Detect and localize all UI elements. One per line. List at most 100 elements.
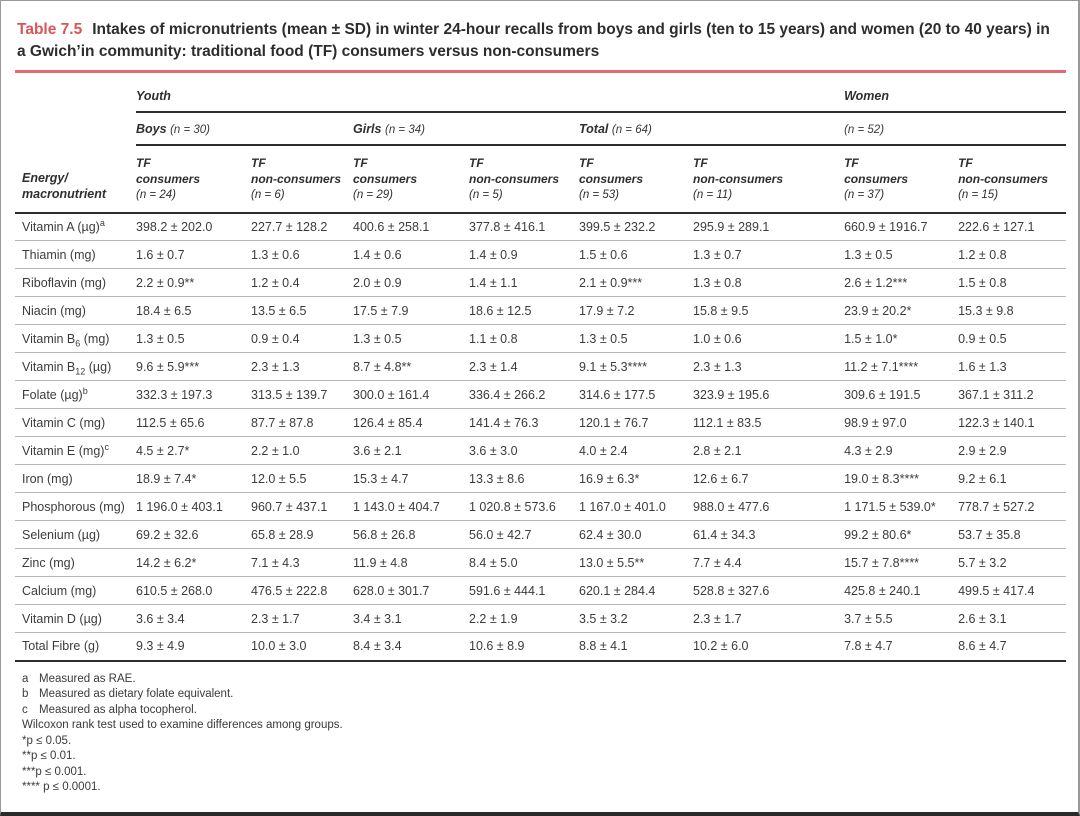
value-cell: 227.7 ± 128.2 <box>251 212 353 241</box>
footnote-marker: b <box>22 688 29 701</box>
footnote-line: Wilcoxon rank test used to examine diffe… <box>22 718 1064 734</box>
value-cell: 15.7 ± 7.8**** <box>844 548 959 577</box>
value-cell: 1.0 ± 0.6 <box>693 324 845 353</box>
value-cell: 65.8 ± 28.9 <box>251 520 353 549</box>
value-cell: 1.1 ± 0.8 <box>469 324 579 353</box>
value-cell: 10.6 ± 8.9 <box>469 632 579 662</box>
row-label: Vitamin D (µg) <box>15 604 136 633</box>
value-cell: 15.3 ± 9.8 <box>958 296 1067 325</box>
group-header-women: Women <box>844 85 1067 114</box>
value-cell: 15.3 ± 4.7 <box>353 464 469 493</box>
value-cell: 1.5 ± 0.8 <box>958 268 1067 297</box>
value-cell: 400.6 ± 258.1 <box>353 212 469 241</box>
group-n: (n = 34) <box>384 124 425 137</box>
value-cell: 2.3 ± 1.7 <box>693 604 845 633</box>
value-cell: 9.2 ± 6.1 <box>958 464 1067 493</box>
group-header-total: Total (n = 64) <box>579 112 845 147</box>
group-header-youth: Youth <box>136 85 845 114</box>
value-cell: 18.9 ± 7.4* <box>136 464 251 493</box>
value-cell: 8.8 ± 4.1 <box>579 632 693 662</box>
value-cell: 399.5 ± 232.2 <box>579 212 693 241</box>
value-cell: 53.7 ± 35.8 <box>958 520 1067 549</box>
value-cell: 4.0 ± 2.4 <box>579 436 693 465</box>
row-label: Riboflavin (mg) <box>15 268 136 297</box>
value-cell: 9.3 ± 4.9 <box>136 632 251 662</box>
value-cell: 336.4 ± 266.2 <box>469 380 579 409</box>
table-row: Niacin (mg) 18.4 ± 6.5 13.5 ± 6.5 17.5 ± 7.… <box>15 296 1067 325</box>
value-cell: 300.0 ± 161.4 <box>353 380 469 409</box>
value-cell: 12.0 ± 5.5 <box>251 464 353 493</box>
value-cell: 1 196.0 ± 403.1 <box>136 492 251 521</box>
footnote-line: **** p ≤ 0.0001. <box>22 780 1064 796</box>
value-cell: 960.7 ± 437.1 <box>251 492 353 521</box>
value-cell: 988.0 ± 477.6 <box>693 492 845 521</box>
corner-label-line1: Energy/ <box>22 171 68 185</box>
value-cell: 3.4 ± 3.1 <box>353 604 469 633</box>
value-cell: 1.3 ± 0.7 <box>693 240 845 269</box>
table-row: Iron (mg) 18.9 ± 7.4* 12.0 ± 5.5 15.3 ± 4.7… <box>15 464 1067 493</box>
value-cell: 332.3 ± 197.3 <box>136 380 251 409</box>
row-label: Thiamin (mg) <box>15 240 136 269</box>
value-cell: 1.4 ± 0.6 <box>353 240 469 269</box>
value-cell: 1.6 ± 1.3 <box>958 352 1067 381</box>
column-header: TF non-consumers (n = 15) <box>958 145 1067 214</box>
table-row: Zinc (mg) 14.2 ± 6.2* 7.1 ± 4.3 11.9 ± 4.8 8… <box>15 548 1067 577</box>
value-cell: 87.7 ± 87.8 <box>251 408 353 437</box>
value-cell: 1 143.0 ± 404.7 <box>353 492 469 521</box>
table-row: Phosphorous (mg) 1 196.0 ± 403.1 960.7 ± 4… <box>15 492 1067 521</box>
value-cell: 1.3 ± 0.8 <box>693 268 845 297</box>
value-cell: 2.3 ± 1.3 <box>251 352 353 381</box>
value-cell: 0.9 ± 0.5 <box>958 324 1067 353</box>
table-row: Vitamin B6 (mg) 1.3 ± 0.5 0.9 ± 0.4 1.3 ± 0… <box>15 324 1067 353</box>
value-cell: 2.6 ± 1.2*** <box>844 268 959 297</box>
footnote-text: Measured as dietary folate equivalent. <box>39 688 234 701</box>
value-cell: 1.4 ± 1.1 <box>469 268 579 297</box>
group-name: Boys <box>136 122 167 137</box>
group-header-girls: Girls (n = 34) <box>353 112 579 147</box>
value-cell: 7.1 ± 4.3 <box>251 548 353 577</box>
value-cell: 56.0 ± 42.7 <box>469 520 579 549</box>
value-cell: 499.5 ± 417.4 <box>958 576 1067 605</box>
group-header-boys: Boys (n = 30) <box>136 112 353 147</box>
corner-header: Energy/ macronutrient <box>15 85 136 214</box>
value-cell: 5.7 ± 3.2 <box>958 548 1067 577</box>
value-cell: 13.0 ± 5.5** <box>579 548 693 577</box>
value-cell: 8.4 ± 3.4 <box>353 632 469 662</box>
footnote-text: Measured as alpha tocopherol. <box>39 703 197 716</box>
row-label: Vitamin E (mg)c <box>15 436 136 465</box>
value-cell: 7.8 ± 4.7 <box>844 632 959 662</box>
row-label: Phosphorous (mg) <box>15 492 136 521</box>
value-cell: 1.3 ± 0.5 <box>136 324 251 353</box>
value-cell: 16.9 ± 6.3* <box>579 464 693 493</box>
value-cell: 660.9 ± 1916.7 <box>844 212 959 241</box>
value-cell: 398.2 ± 202.0 <box>136 212 251 241</box>
value-cell: 3.5 ± 3.2 <box>579 604 693 633</box>
value-cell: 377.8 ± 416.1 <box>469 212 579 241</box>
value-cell: 56.8 ± 26.8 <box>353 520 469 549</box>
footnote-text: ***p ≤ 0.001. <box>22 765 87 778</box>
value-cell: 2.0 ± 0.9 <box>353 268 469 297</box>
table-caption: Intakes of micronutrients (mean ± SD) in… <box>17 21 1050 60</box>
value-cell: 99.2 ± 80.6* <box>844 520 959 549</box>
footnote-line: ***p ≤ 0.001. <box>22 765 1064 781</box>
row-label: Iron (mg) <box>15 464 136 493</box>
value-cell: 2.3 ± 1.3 <box>693 352 845 381</box>
value-cell: 1.2 ± 0.8 <box>958 240 1067 269</box>
value-cell: 3.6 ± 2.1 <box>353 436 469 465</box>
row-label: Zinc (mg) <box>15 548 136 577</box>
footnote-marker: c <box>22 703 28 716</box>
column-header: TF consumers (n = 53) <box>579 145 693 214</box>
value-cell: 591.6 ± 444.1 <box>469 576 579 605</box>
row-label: Calcium (mg) <box>15 576 136 605</box>
value-cell: 778.7 ± 527.2 <box>958 492 1067 521</box>
value-cell: 295.9 ± 289.1 <box>693 212 845 241</box>
value-cell: 1.3 ± 0.6 <box>251 240 353 269</box>
table-row: Thiamin (mg) 1.6 ± 0.7 1.3 ± 0.6 1.4 ± 0.6 1… <box>15 240 1067 269</box>
value-cell: 9.6 ± 5.9*** <box>136 352 251 381</box>
column-header: TF consumers (n = 24) <box>136 145 251 214</box>
footnote-text: **** p ≤ 0.0001. <box>22 781 101 794</box>
value-cell: 2.6 ± 3.1 <box>958 604 1067 633</box>
value-cell: 222.6 ± 127.1 <box>958 212 1067 241</box>
footnote-line: c Measured as alpha tocopherol. <box>22 703 1064 719</box>
value-cell: 112.1 ± 83.5 <box>693 408 845 437</box>
